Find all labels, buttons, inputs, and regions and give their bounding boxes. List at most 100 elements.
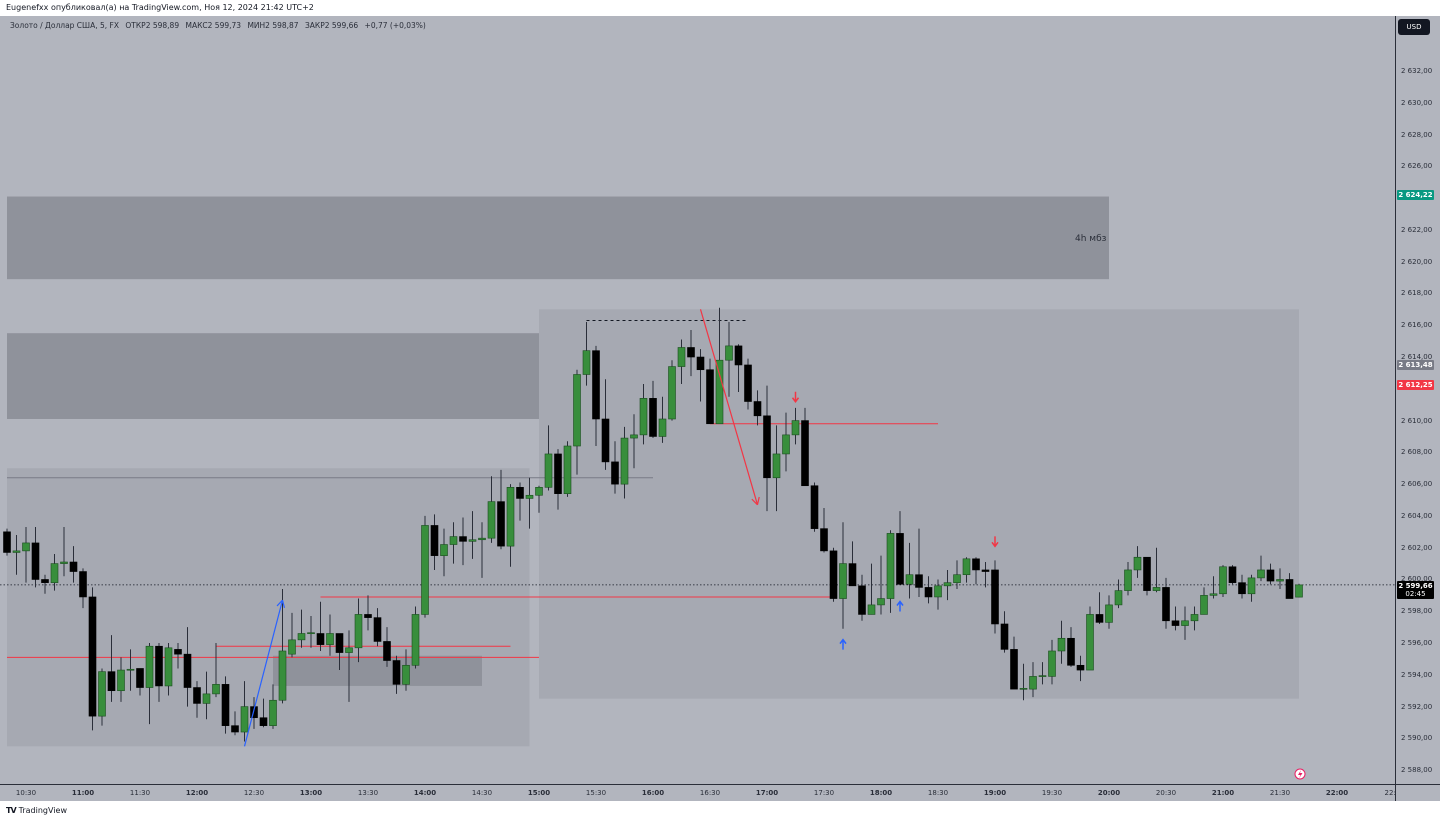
candle (145, 643, 154, 725)
candle-body-down (259, 717, 268, 726)
candle-body-up (905, 574, 914, 585)
candle-body-down (1228, 566, 1237, 583)
candle-body-up (877, 598, 885, 606)
zone-label: 4h мбз (1075, 234, 1107, 244)
arrow-head-icon (751, 498, 758, 506)
candle (896, 511, 904, 585)
legend-change: +0,77 (+0,03%) (364, 21, 426, 30)
time-tick: 12:30 (243, 789, 265, 797)
time-tick: 22:00 (1325, 789, 1349, 797)
candle (1067, 627, 1075, 667)
candle (1029, 662, 1037, 698)
lightning-icon (1294, 768, 1306, 780)
time-tick: 14:00 (413, 789, 437, 797)
price-tick: 2 594,00 (1401, 670, 1433, 679)
candle-body-up (544, 453, 553, 488)
candle (136, 668, 144, 696)
candle-body-up (487, 501, 496, 539)
candle-body-down (88, 596, 97, 717)
candle-body-down (915, 574, 923, 588)
candle-body-up (468, 539, 477, 542)
candle-body-up (1019, 688, 1028, 690)
candle (497, 469, 505, 550)
candle (1076, 655, 1085, 682)
candle-body-down (601, 418, 610, 463)
arrow-head-icon (756, 496, 760, 505)
candle-body-down (1266, 569, 1275, 582)
candle-body-up (60, 561, 68, 564)
zone-rectangle[interactable] (273, 655, 482, 686)
marker-head (991, 541, 999, 548)
candle-body-down (1285, 579, 1294, 599)
candle-body-up (297, 633, 306, 641)
candle-body-up (725, 345, 733, 361)
candle (592, 345, 600, 447)
arrow-up-icon (839, 638, 847, 650)
candle-body-up (668, 366, 676, 420)
candle (687, 330, 695, 377)
candle (278, 589, 287, 704)
candle-body-down (459, 536, 467, 542)
candlestick-chart[interactable]: 4h мбзfvg 1h (0, 0, 1395, 784)
candle-body-down (848, 563, 857, 587)
symbol-legend: Золото / Доллар США, 5, FX ОТКР2 598,89 … (10, 21, 430, 30)
candle (820, 507, 828, 553)
candle (1257, 555, 1265, 582)
candle (601, 379, 610, 470)
candle-body-up (212, 684, 220, 695)
candle-body-up (117, 669, 125, 692)
candle (107, 635, 116, 702)
price-label: 2 613,48 (1397, 360, 1434, 371)
candle (1010, 636, 1018, 690)
candle-body-up (421, 525, 429, 615)
candle (240, 681, 249, 742)
candle-body-down (1171, 620, 1180, 626)
price-tick: 2 588,00 (1401, 766, 1433, 775)
candle-body-up (715, 359, 724, 425)
zone-rectangle[interactable] (7, 468, 530, 747)
candle (79, 568, 87, 609)
candle (3, 528, 11, 556)
candle-body-up (449, 536, 458, 545)
candle (354, 598, 363, 663)
candle-body-down (1076, 664, 1085, 671)
candle-body-up (582, 350, 591, 375)
candle (991, 560, 999, 634)
time-tick: 16:30 (699, 789, 721, 797)
candle-body-up (867, 604, 876, 615)
candle (288, 612, 296, 658)
tradingview-logo-icon: TV (6, 806, 17, 815)
candle-body-down (364, 614, 372, 618)
candle (886, 530, 895, 613)
price-label-value: 2 624,22 (1398, 190, 1433, 199)
zone-rectangle[interactable] (7, 196, 1109, 280)
candle (430, 514, 439, 570)
price-axis[interactable]: 2 632,00 2 630,00 2 628,00 2 626,00 2 622,00… (1395, 16, 1440, 800)
brand-name: TradingView (18, 806, 67, 815)
candle-body-down (231, 725, 239, 733)
candle-body-up (326, 633, 334, 645)
candle (307, 616, 315, 648)
candle-body-up (440, 544, 448, 556)
candle (858, 574, 866, 621)
candle-body-up (677, 347, 686, 367)
price-label: 2 612,25 (1397, 379, 1434, 390)
time-axis[interactable]: 10:30 11:00 11:30 12:00 12:30 13:00 13:30 14:00… (0, 784, 1396, 801)
price-tick: 2 602,00 (1401, 543, 1433, 552)
candle (1285, 573, 1294, 599)
candle (915, 528, 923, 597)
candle (1171, 606, 1180, 631)
tradingview-logo: TV TradingView (6, 806, 67, 815)
currency-button[interactable]: USD (1398, 19, 1430, 35)
candle-body-down (79, 571, 87, 598)
candle (1048, 639, 1056, 685)
candle (943, 569, 952, 601)
price-label-value: 2 599,66 (1398, 581, 1433, 590)
candle-body-down (1095, 614, 1104, 623)
candle-body-up (782, 434, 790, 455)
candle (544, 425, 553, 491)
candle-body-down (763, 415, 771, 479)
zone-rectangle[interactable] (539, 309, 1299, 699)
candle (174, 643, 182, 669)
candle-body-up (535, 487, 543, 496)
